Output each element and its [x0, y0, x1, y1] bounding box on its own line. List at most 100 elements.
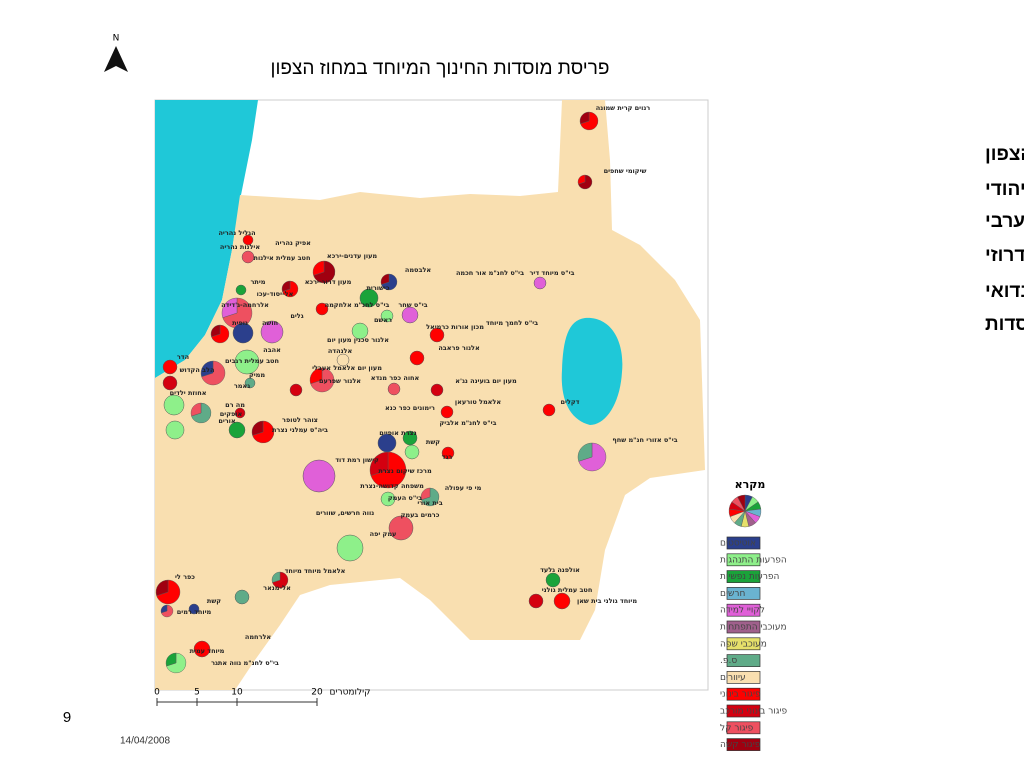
institution-marker	[190, 402, 212, 424]
place-label: אלרחמה-ג'דידה	[221, 301, 269, 309]
place-label: אורים	[218, 417, 236, 425]
pie-slice	[201, 360, 226, 386]
place-label: בי"ס שחר	[398, 301, 427, 309]
marker-circle	[380, 491, 396, 507]
place-label: בי"ס העמק	[388, 494, 422, 502]
legend-swatch	[726, 620, 761, 634]
place-label: מיתר	[251, 278, 266, 286]
marker-circle	[429, 327, 445, 343]
institution-marker	[401, 306, 419, 324]
place-label: אילנות נהריה	[220, 243, 260, 251]
institution-marker	[430, 383, 444, 397]
place-label: אלאמל טורעאן	[455, 398, 501, 406]
marker-circle	[404, 444, 420, 460]
place-label: בי"ס לחנ"מ נווה אתגר	[211, 659, 279, 667]
institution-marker	[244, 377, 256, 389]
marker-circle	[260, 320, 284, 344]
place-label: דקלים	[561, 398, 580, 406]
north-label: N	[113, 34, 120, 44]
legend-label: לקויי למידה	[720, 606, 765, 616]
institution-marker	[387, 382, 401, 396]
legend-swatch	[726, 603, 761, 617]
institution-marker	[281, 280, 299, 298]
place-label: אולפנה גלעד	[540, 566, 580, 574]
legend-label: עיוורים	[720, 673, 746, 683]
place-label: אחוה כפר מנדא	[371, 374, 420, 382]
place-label: חושה	[262, 319, 278, 327]
institution-marker	[553, 592, 571, 610]
place-label: אופקים	[220, 410, 243, 418]
scale-tick: 0	[154, 688, 160, 698]
legend-label: פיגור בינוני	[720, 690, 761, 700]
place-label: ממיק	[249, 371, 265, 379]
pie-slice	[251, 420, 264, 436]
marker-circle	[289, 383, 303, 397]
place-label: אלאמל מיוחד מיוחד	[285, 567, 346, 575]
place-label: כישורית	[366, 284, 389, 292]
place-label: קשת	[207, 597, 221, 605]
marker-circle	[302, 459, 336, 493]
marker-circle	[193, 640, 211, 658]
place-label: חטב עמלית אילנות	[254, 254, 311, 262]
institution-marker	[289, 383, 303, 397]
institution-marker	[429, 327, 445, 343]
institution-marker	[380, 491, 396, 507]
institution-marker	[188, 603, 200, 615]
institution-marker	[579, 111, 599, 131]
place-label: ראשם	[374, 316, 392, 324]
pie-slice	[191, 402, 212, 424]
legend-swatch	[726, 671, 761, 684]
place-label: הדר	[177, 353, 189, 361]
marker-circle	[232, 322, 254, 344]
place-label: בי"ס לחנ"מ אור חכמה	[456, 269, 524, 277]
institution-marker	[402, 430, 418, 446]
institution-marker	[234, 407, 246, 419]
pie-slice	[577, 442, 593, 462]
institution-marker	[160, 604, 174, 618]
place-label: מיוחד רמים	[177, 608, 212, 616]
pie-slice	[310, 367, 335, 393]
place-label: נופית	[232, 319, 248, 327]
pie-slice	[210, 324, 221, 338]
place-label: משפחה קדושה-נצרת	[360, 482, 424, 490]
legend-swatch	[726, 637, 761, 651]
pie-slice	[211, 324, 230, 344]
place-label: רגד	[442, 453, 453, 461]
place-label: הלב הקדוש	[180, 366, 215, 374]
pie-slice	[252, 420, 275, 444]
legend: מקרא אוטיסטים הפרעות התנהגות הפרעות נפשיות…	[720, 478, 787, 751]
legend-swatch	[726, 536, 761, 550]
place-label: אחוזת ילדים	[170, 389, 207, 397]
institution-marker	[577, 174, 593, 190]
pie-slice	[737, 494, 746, 512]
institution-marker	[228, 421, 246, 439]
pie-slice	[578, 442, 607, 472]
scale-tick: 5	[194, 688, 200, 698]
institution-marker	[528, 593, 544, 609]
place-label: כרמים בעמק	[401, 511, 440, 519]
place-label: קשת	[426, 438, 440, 446]
marker-circle	[401, 306, 419, 324]
summary-line: 15 מוסדות למגזר הערבי	[985, 211, 1024, 232]
marker-circle	[336, 353, 350, 367]
pie-slice	[370, 451, 407, 489]
legend-swatch	[726, 553, 761, 567]
pie-slice	[155, 579, 169, 596]
institution-marker	[162, 359, 178, 375]
marker-circle	[336, 534, 364, 562]
marker-circle	[162, 359, 178, 375]
marker-circle	[545, 572, 561, 588]
institution-marker	[155, 579, 181, 605]
institution-marker	[336, 353, 350, 367]
institution-marker	[312, 260, 336, 284]
institution-marker	[420, 487, 440, 507]
legend-swatch	[726, 704, 761, 718]
marker-circle	[440, 405, 454, 419]
pie-slice	[190, 402, 202, 417]
legend-label: פיגור קשה	[720, 740, 761, 750]
institution-marker	[234, 589, 250, 605]
pie-slice	[380, 273, 390, 285]
legend-label: ס.פ.	[720, 656, 737, 666]
institution-marker	[336, 534, 364, 562]
